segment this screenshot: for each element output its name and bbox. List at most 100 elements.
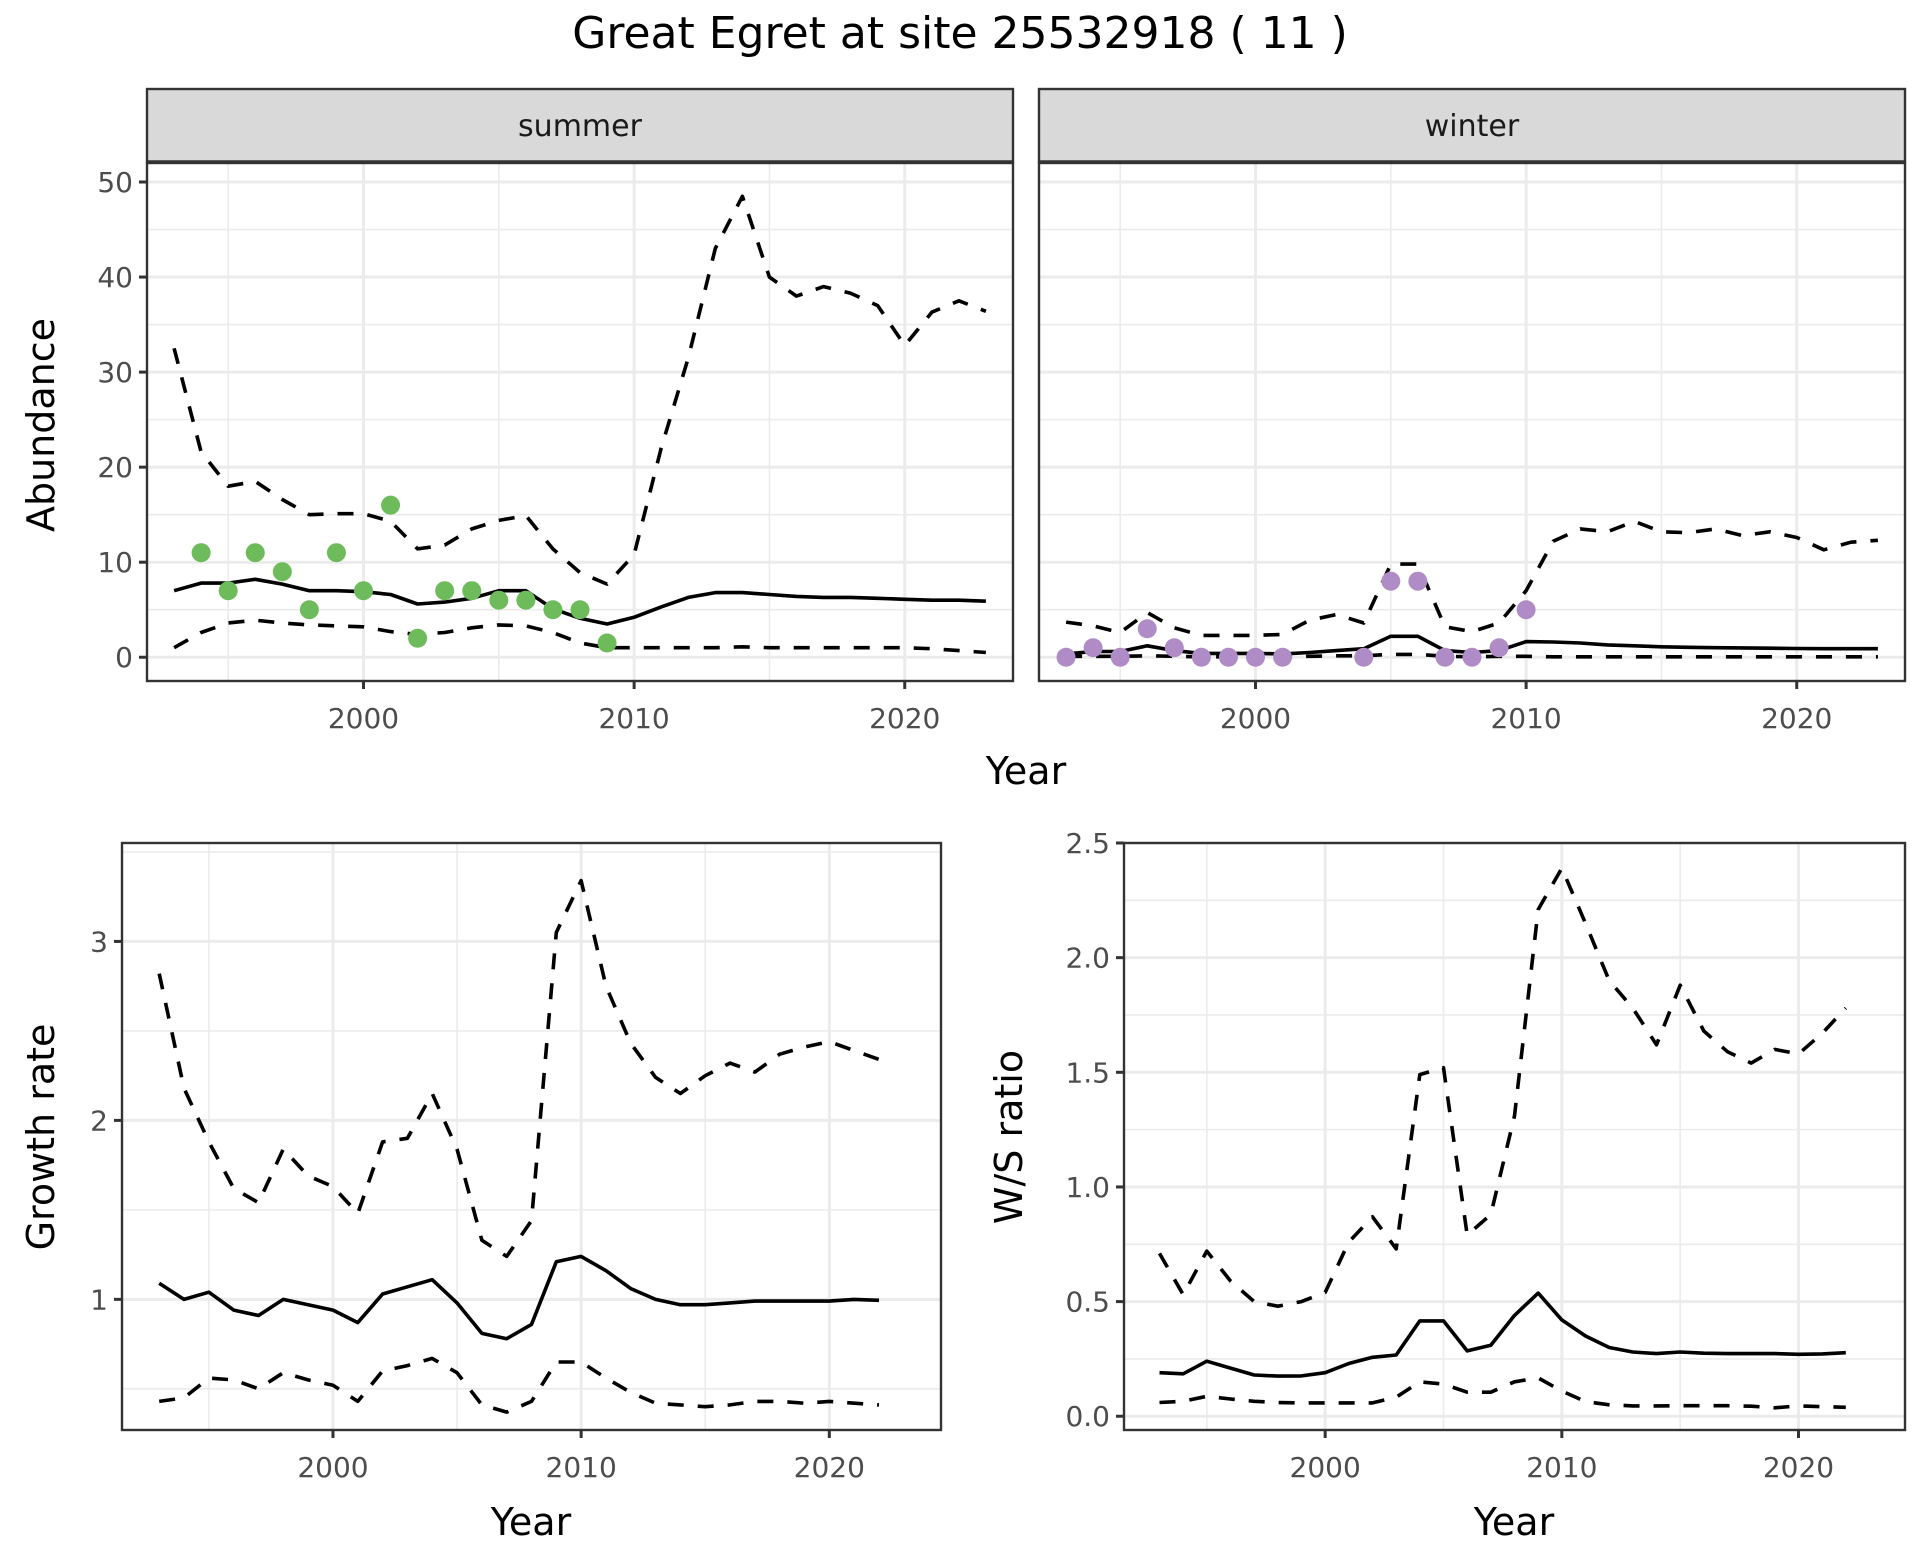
x-tick-label: 2010 [1526, 1451, 1597, 1484]
y-tick-label: 50 [97, 166, 133, 199]
observation-point [408, 628, 428, 648]
panel-ws-ratio: 0.0 0.5 1.0 1.5 2.0 2.5 2000 2010 2020 [1065, 827, 1907, 1484]
y-tick-label: 2.0 [1065, 942, 1110, 975]
observation-point [570, 600, 590, 620]
observation-point [299, 600, 319, 620]
grid-ws [1124, 841, 1905, 1430]
y-tick-label: 1.5 [1065, 1056, 1110, 1089]
observation-point [1137, 619, 1157, 639]
observation-point [1110, 647, 1130, 667]
observation-point [218, 581, 238, 601]
series-upper-line [172, 194, 987, 586]
series-upper-line [1065, 519, 1879, 638]
x-tick-label: 2020 [1763, 1451, 1834, 1484]
observation-point [1218, 647, 1238, 667]
observation-point [1408, 571, 1428, 591]
observation-point [1516, 600, 1536, 620]
x-tick-label: 2000 [297, 1451, 368, 1484]
x-tick-label: 2020 [1761, 702, 1832, 735]
abundance-x-label: Year [985, 749, 1067, 793]
y-tick-label: 40 [97, 261, 133, 294]
y-axis-summer: 0 10 20 30 40 50 [97, 166, 147, 674]
observation-point [381, 495, 401, 515]
observation-point [326, 543, 346, 563]
observation-point [489, 590, 509, 610]
growth-x-label: Year [490, 1500, 572, 1544]
abundance-y-label: Abundance [19, 318, 63, 532]
series-mean-line [158, 1254, 880, 1341]
x-tick-label: 2010 [598, 702, 669, 735]
y-tick-label: 0.0 [1065, 1400, 1110, 1433]
y-tick-label: 1.0 [1065, 1171, 1110, 1204]
x-axis-summer: 2000 2010 2020 [328, 681, 940, 735]
y-axis-ws: 0.0 0.5 1.0 1.5 2.0 2.5 [1065, 827, 1124, 1433]
series-mean-line [1159, 1291, 1846, 1378]
x-axis-growth: 2000 2010 2020 [297, 1430, 865, 1484]
series-lower-line [158, 1356, 880, 1414]
strip-summer [145, 87, 1015, 164]
observation-point [272, 562, 292, 582]
y-tick-label: 10 [97, 546, 133, 579]
strip-summer-label: summer [518, 109, 643, 144]
observation-point [1435, 647, 1455, 667]
figure-title: Great Egret at site 25532918 ( 11 ) [572, 8, 1348, 59]
observation-point [1489, 638, 1509, 658]
observation-point [1056, 647, 1076, 667]
panel-summer: summer 0 10 20 30 40 50 2000 2010 2020 [97, 87, 1015, 735]
observation-point [516, 590, 536, 610]
x-axis-winter: 2000 2010 2020 [1220, 681, 1832, 735]
panel-border-ws [1122, 841, 1907, 1432]
marks-growth [157, 878, 880, 1414]
y-tick-label: 20 [97, 451, 133, 484]
observation-point [1164, 638, 1184, 658]
series-upper-line [157, 878, 880, 1259]
observation-point [1381, 571, 1401, 591]
observation-point [191, 543, 211, 563]
series-lower-line [1159, 1376, 1846, 1410]
ws-y-label: W/S ratio [987, 1050, 1031, 1224]
x-tick-label: 2020 [794, 1451, 865, 1484]
marks-winter [1056, 519, 1879, 667]
x-axis-ws: 2000 2010 2020 [1290, 1430, 1834, 1484]
observation-point [245, 543, 265, 563]
y-tick-label: 1 [90, 1283, 108, 1316]
y-axis-growth: 1 2 3 [90, 925, 122, 1316]
series-upper-line [1157, 866, 1848, 1308]
series-lower-line [173, 618, 987, 655]
panel-growth-rate: 1 2 3 2000 2010 2020 [90, 841, 943, 1484]
observation-point [597, 633, 617, 653]
observation-point [1083, 638, 1103, 658]
grid-growth [122, 843, 941, 1430]
y-tick-label: 0.5 [1065, 1286, 1110, 1319]
y-tick-label: 2.5 [1065, 827, 1110, 860]
observation-point [435, 581, 455, 601]
y-tick-label: 2 [90, 1104, 108, 1137]
y-tick-label: 3 [90, 925, 108, 958]
y-tick-label: 0 [115, 641, 133, 674]
growth-y-label: Growth rate [19, 1024, 63, 1251]
x-tick-label: 2000 [1290, 1451, 1361, 1484]
panel-border-winter [1037, 161, 1907, 683]
x-tick-label: 2010 [1490, 702, 1561, 735]
x-tick-label: 2000 [1220, 702, 1291, 735]
strip-winter-label: winter [1425, 109, 1520, 144]
x-tick-label: 2000 [328, 702, 399, 735]
ws-x-label: Year [1473, 1500, 1555, 1544]
panel-winter: winter 2000 2010 2020 [1037, 87, 1907, 735]
marks-summer [172, 194, 987, 655]
y-tick-label: 30 [97, 356, 133, 389]
observation-point [1462, 647, 1482, 667]
observation-point [1246, 647, 1265, 667]
observation-point [354, 581, 373, 601]
marks-ws [1157, 866, 1848, 1410]
observation-point [1191, 647, 1211, 667]
grid-winter [1039, 163, 1905, 681]
observation-point [1273, 647, 1293, 667]
x-tick-label: 2020 [869, 702, 940, 735]
observation-point [543, 600, 563, 620]
observation-point [1354, 647, 1374, 667]
x-tick-label: 2010 [546, 1451, 617, 1484]
observation-point [462, 581, 482, 601]
panel-border-growth [120, 841, 943, 1432]
